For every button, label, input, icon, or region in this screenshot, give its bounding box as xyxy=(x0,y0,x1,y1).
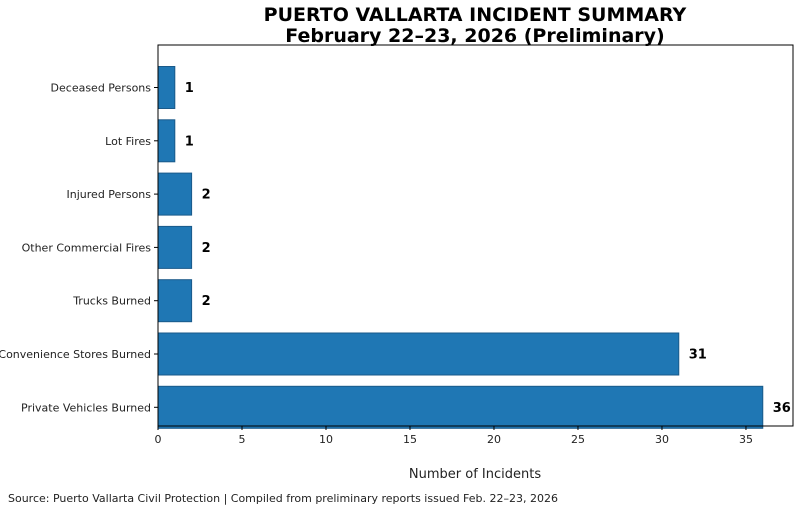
data-label-6: 36 xyxy=(773,401,791,416)
chart-title-line-1: PUERTO VALLARTA INCIDENT SUMMARY xyxy=(264,4,687,26)
source-note: Source: Puerto Vallarta Civil Protection… xyxy=(8,492,558,505)
data-label-2: 2 xyxy=(202,188,211,203)
bar-0 xyxy=(157,66,176,109)
data-label-5: 31 xyxy=(689,348,707,363)
bar-2 xyxy=(157,172,193,216)
x-tick-label-0: 0 xyxy=(155,433,162,446)
value-labels: 1 1 2 2 2 31 36 xyxy=(185,81,791,416)
category-label-3: Other Commercial Fires xyxy=(22,241,152,254)
x-tick-label-7: 35 xyxy=(739,433,753,446)
x-tick-label-5: 25 xyxy=(571,433,585,446)
category-label-1: Lot Fires xyxy=(105,135,151,148)
x-tick-label-3: 15 xyxy=(403,433,417,446)
bar-6 xyxy=(157,385,764,429)
category-label-0: Deceased Persons xyxy=(51,82,152,95)
x-tick-label-6: 30 xyxy=(655,433,669,446)
category-label-4: Trucks Burned xyxy=(72,295,151,308)
bar-5 xyxy=(157,332,680,376)
x-tick-label-2: 10 xyxy=(319,433,333,446)
category-label-6: Private Vehicles Burned xyxy=(21,401,151,414)
x-tick-label-1: 5 xyxy=(238,433,245,446)
x-axis-label: Number of Incidents xyxy=(409,467,541,482)
data-label-0: 1 xyxy=(185,81,194,96)
bar-3 xyxy=(157,225,193,269)
y-axis-ticks xyxy=(154,87,158,408)
chart-title-line-2: February 22–23, 2026 (Preliminary) xyxy=(285,25,664,47)
data-label-4: 2 xyxy=(202,294,211,309)
bars-layer xyxy=(157,66,764,429)
plot-frame xyxy=(157,44,794,427)
x-tick-label-4: 20 xyxy=(487,433,501,446)
bar-4 xyxy=(157,279,193,323)
category-label-5: Convenience Stores Burned xyxy=(0,348,151,361)
data-label-3: 2 xyxy=(202,241,211,256)
data-label-1: 1 xyxy=(185,134,194,149)
bar-1 xyxy=(157,119,176,163)
category-label-2: Injured Persons xyxy=(67,188,152,201)
x-axis-ticks: 0 5 10 15 20 25 30 35 xyxy=(155,426,753,446)
category-labels: Deceased Persons Lot Fires Injured Persons… xyxy=(0,82,151,415)
